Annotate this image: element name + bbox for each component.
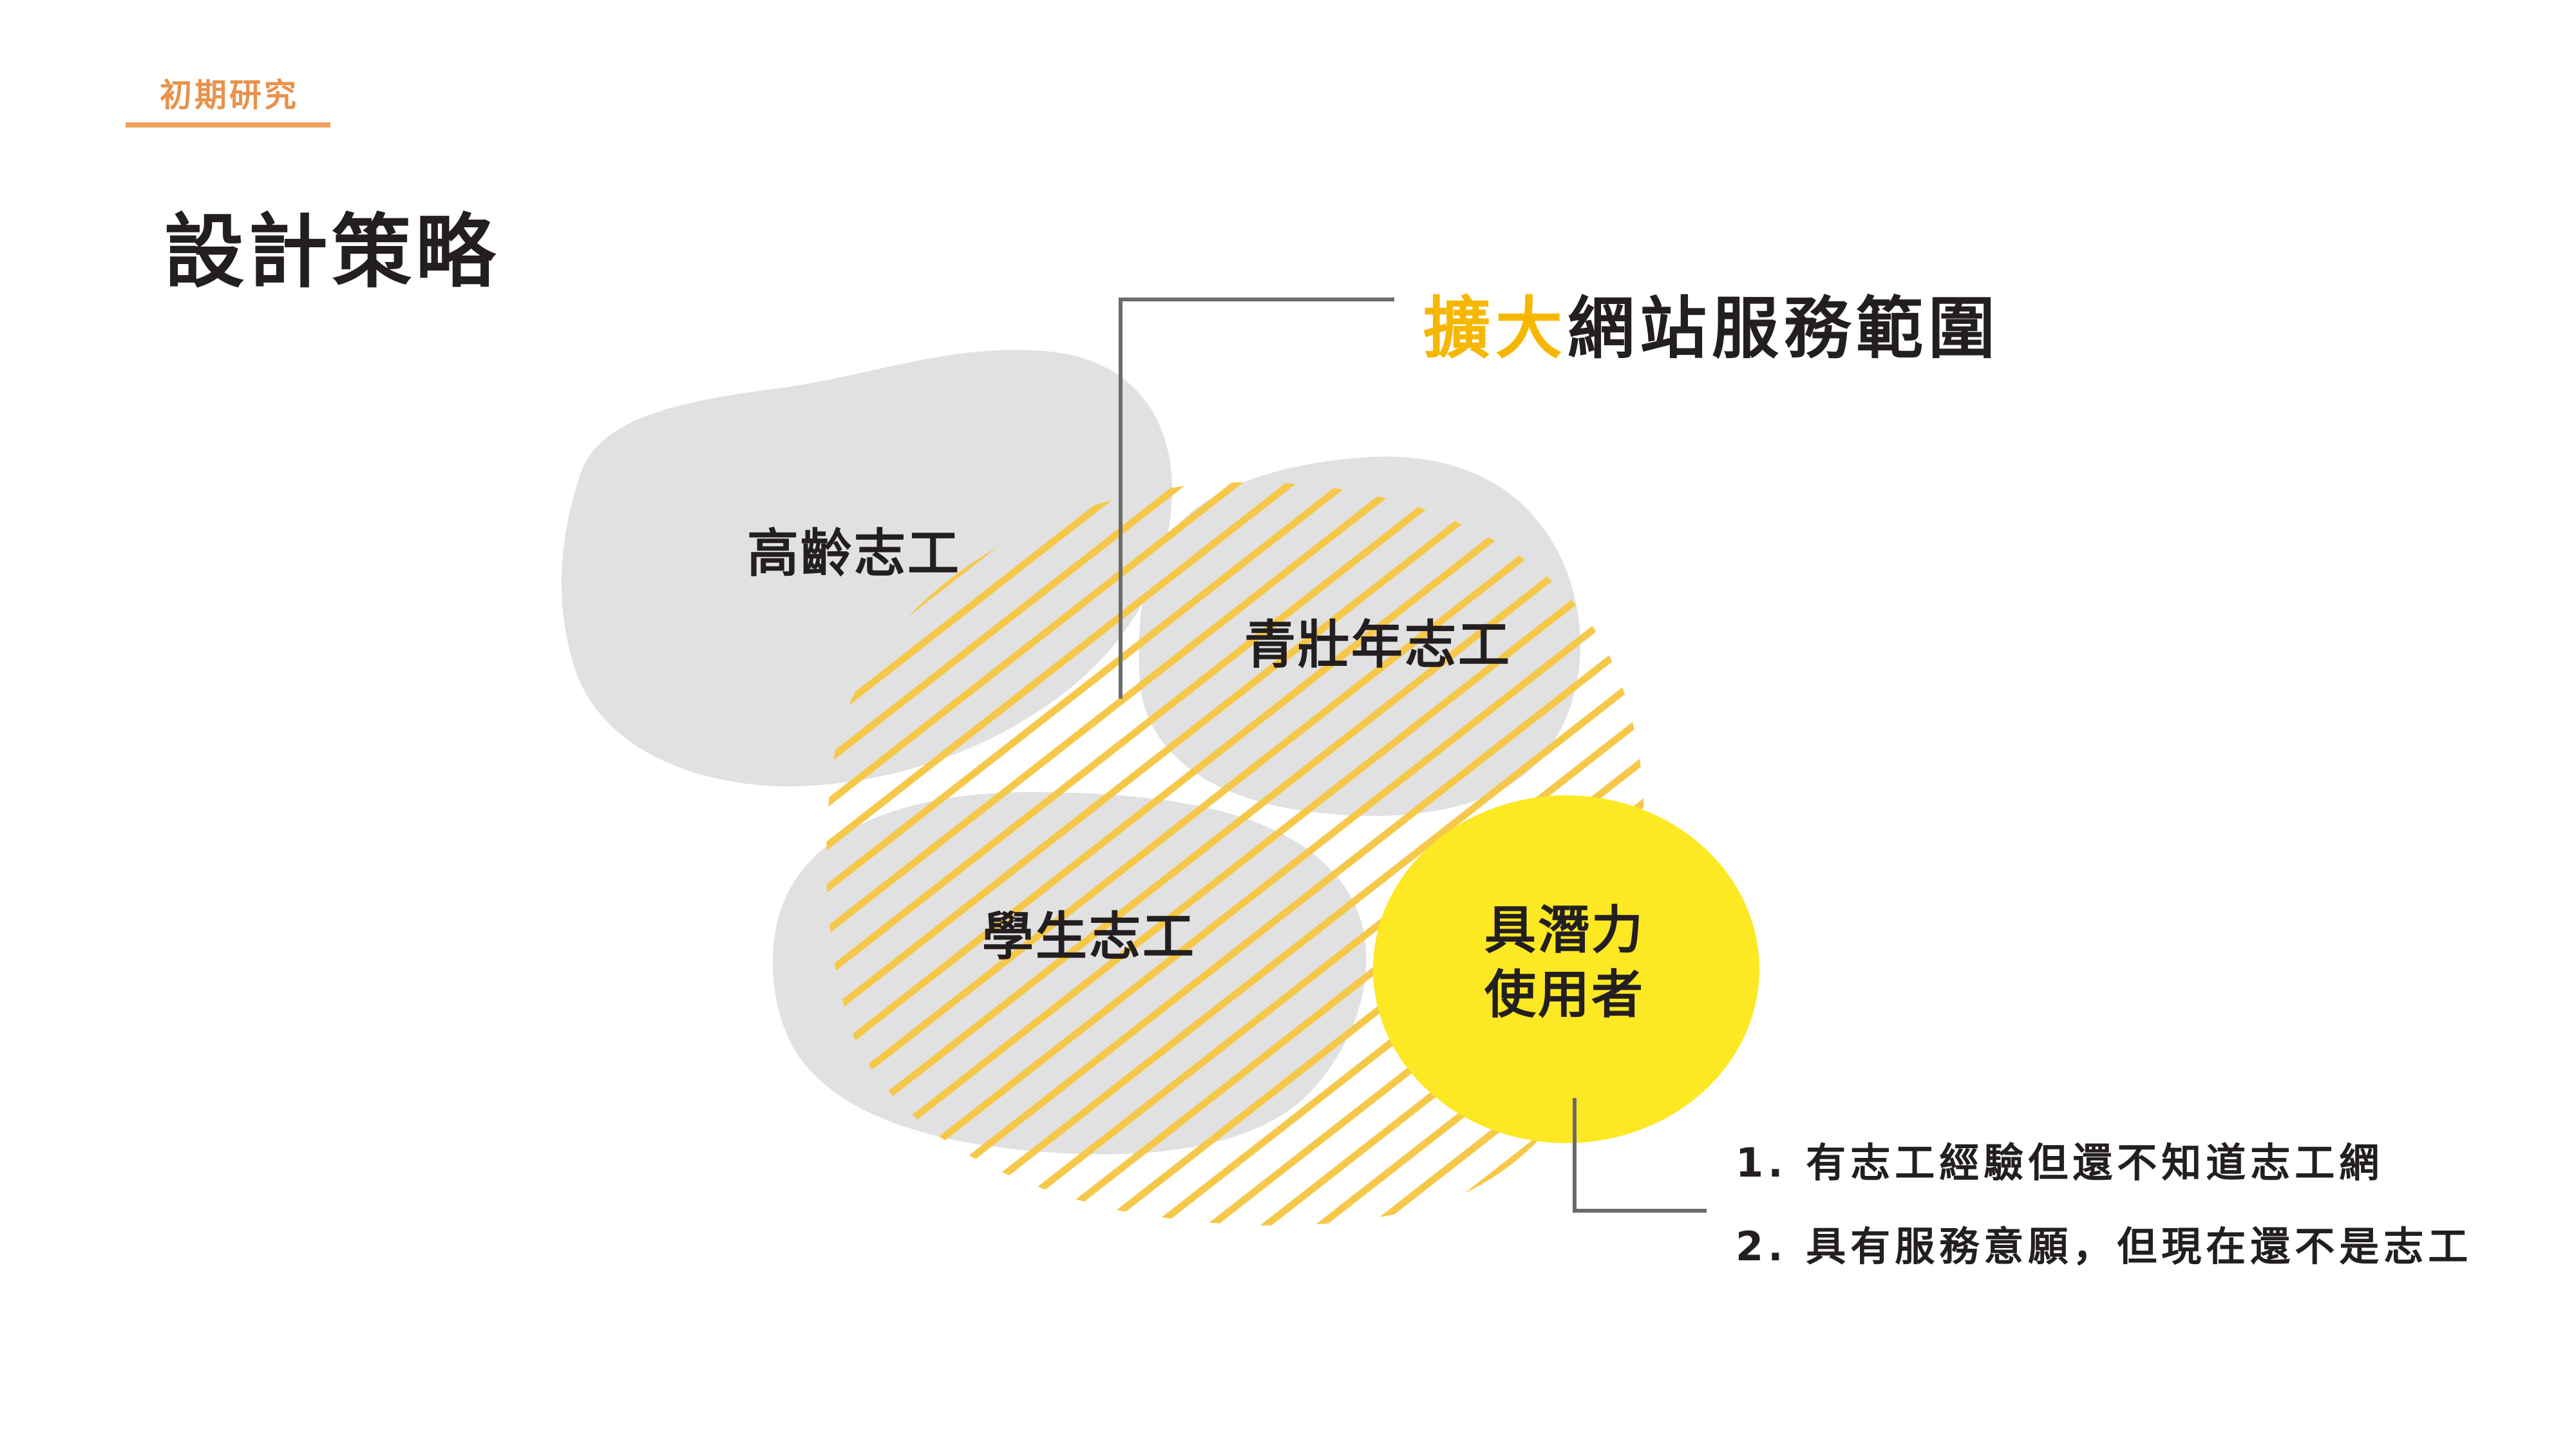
label-student-volunteer: 學生志工 xyxy=(982,907,1196,967)
label-senior-volunteer: 高齡志工 xyxy=(747,524,961,583)
potential-users-circle xyxy=(1373,795,1759,1143)
note-item-1: 1. 有志工經驗但還不知道志工網 xyxy=(1736,1139,2384,1186)
note-item-2: 2. 具有服務意願，但現在還不是志工 xyxy=(1736,1223,2473,1270)
headline-connector-line xyxy=(1119,298,1394,699)
section-tag: 初期研究 xyxy=(160,77,299,114)
headline-rest: 網站服務範圍 xyxy=(1567,289,2001,368)
label-potential-users-line2: 使用者 xyxy=(1484,965,1645,1025)
headline-accent: 擴大 xyxy=(1423,289,1568,368)
label-potential-users-line1: 具潛力 xyxy=(1484,900,1645,960)
label-young-adult-volunteer: 青壯年志工 xyxy=(1244,615,1511,675)
page-title: 設計策略 xyxy=(164,206,500,299)
section-underline xyxy=(126,122,330,128)
notes-connector-line xyxy=(1573,1098,1707,1213)
headline: 擴大網站服務範圍 xyxy=(1423,274,2000,371)
label-potential-users: 具潛力 使用者 xyxy=(1484,898,1645,1027)
